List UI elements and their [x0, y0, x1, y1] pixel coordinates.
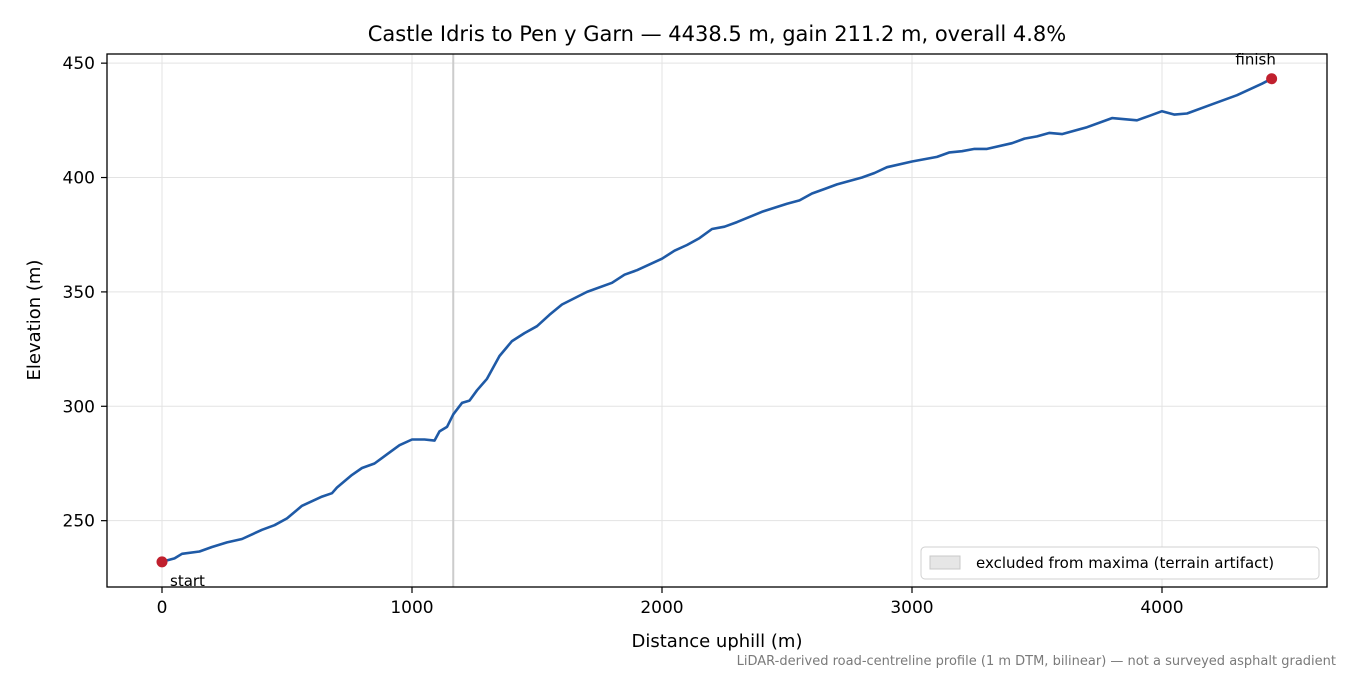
legend: excluded from maxima (terrain artifact) — [920, 546, 1320, 580]
x-tick-label: 4000 — [1140, 598, 1183, 618]
axis-ticks: 0 1000 2000 3000 4000 250 300 350 400 450 — [63, 54, 1184, 618]
y-axis-label: Elevation (m) — [24, 260, 45, 381]
finish-marker — [1266, 73, 1278, 85]
x-tick-label: 3000 — [890, 598, 933, 618]
x-tick-label: 2000 — [640, 598, 683, 618]
elevation-line — [160, 77, 1273, 564]
legend-swatch — [929, 555, 961, 570]
x-axis-label: Distance uphill (m) — [632, 631, 803, 652]
plot-frame — [106, 53, 1328, 588]
finish-label: finish — [1235, 51, 1275, 69]
footnote: LiDAR-derived road-centreline profile (1… — [737, 654, 1336, 669]
y-tick-label: 450 — [63, 54, 95, 74]
y-tick-label: 350 — [63, 283, 95, 303]
start-marker — [156, 556, 168, 568]
x-tick-label: 1000 — [390, 598, 433, 618]
markers: start finish — [156, 51, 1278, 590]
start-label: start — [170, 572, 205, 590]
legend-box — [920, 546, 1320, 580]
y-tick-label: 300 — [63, 397, 95, 417]
legend-label: excluded from maxima (terrain artifact) — [976, 554, 1274, 572]
y-tick-label: 400 — [63, 169, 95, 189]
y-tick-label: 250 — [63, 512, 95, 532]
grid-lines — [107, 54, 1327, 587]
series-layer — [160, 77, 1273, 564]
x-tick-label: 0 — [157, 598, 168, 618]
chart-title: Castle Idris to Pen y Garn — 4438.5 m, g… — [368, 22, 1066, 46]
